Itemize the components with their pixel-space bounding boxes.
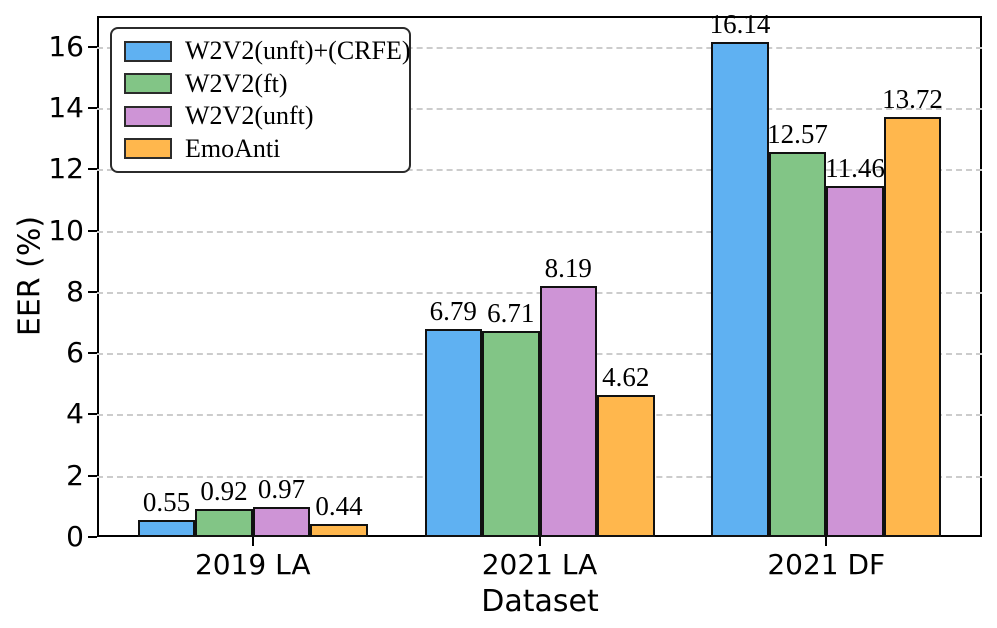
y-tick-label: 16: [48, 29, 84, 63]
bar-value-label: 16.14: [709, 9, 771, 40]
bar: [310, 523, 368, 537]
y-tick-mark: [88, 229, 97, 232]
gridline: [97, 107, 982, 110]
y-tick-label: 10: [48, 213, 84, 247]
legend-swatch: [124, 40, 172, 62]
bar: [768, 151, 827, 537]
bar-value-label: 0.92: [200, 475, 248, 506]
y-tick-mark: [88, 352, 97, 355]
y-tick-mark: [88, 168, 97, 171]
bar: [137, 520, 196, 537]
legend-swatch: [124, 138, 172, 160]
bar: [539, 286, 597, 537]
x-tick-mark: [538, 537, 541, 546]
y-tick-label: 12: [48, 152, 84, 186]
bar: [883, 116, 942, 537]
bar: [424, 328, 482, 537]
y-tick-label: 0: [66, 520, 84, 553]
y-tick-label: 2: [66, 458, 84, 492]
legend-label: EmoAnti: [185, 133, 281, 163]
x-tick-label: 2021 DF: [767, 548, 886, 581]
bar-value-label: 4.62: [602, 362, 650, 393]
bar-value-label: 6.71: [487, 298, 535, 329]
x-tick-mark: [825, 537, 828, 546]
legend-item: W2V2(unft): [124, 101, 397, 131]
y-tick-mark: [88, 413, 97, 416]
legend-item: EmoAnti: [124, 134, 397, 164]
legend-swatch: [124, 73, 172, 95]
bar: [597, 395, 655, 537]
gridline: [97, 230, 982, 233]
bar-value-label: 11.46: [825, 152, 885, 183]
bar: [482, 331, 540, 537]
legend-swatch: [124, 105, 172, 127]
bar-value-label: 0.55: [142, 487, 191, 518]
bar: [252, 507, 311, 537]
y-tick-label: 14: [48, 90, 84, 124]
y-tick-label: 4: [66, 397, 84, 431]
gridline: [97, 46, 982, 49]
y-tick-mark: [88, 106, 97, 109]
legend-label: W2V2(ft): [185, 68, 288, 98]
legend: W2V2(unft)+(CRFE) W2V2(ft) W2V2(unft) EmoAn…: [110, 27, 411, 173]
bar-value-label: 13.72: [882, 83, 943, 114]
y-tick-mark: [88, 536, 97, 538]
bar-value-label: 8.19: [544, 253, 592, 283]
legend-label: W2V2(unft): [185, 101, 314, 131]
bar-value-label: 12.57: [767, 118, 828, 149]
x-tick-label: 2021 LA: [481, 548, 598, 581]
y-tick-label: 6: [66, 336, 84, 370]
bar: [195, 508, 253, 537]
x-tick-mark: [251, 537, 254, 546]
bar-value-label: 0.44: [315, 490, 363, 521]
y-tick-mark: [88, 474, 97, 477]
bar-value-label: 6.79: [429, 295, 477, 326]
y-tick-mark: [88, 45, 97, 48]
legend-item: W2V2(unft)+(CRFE): [124, 36, 411, 66]
y-tick-label: 8: [66, 274, 84, 308]
y-tick-mark: [88, 290, 97, 293]
bar: [826, 185, 884, 537]
legend-item: W2V2(ft): [124, 69, 397, 99]
gridline: [97, 169, 982, 172]
x-axis-title: Dataset: [481, 584, 599, 619]
x-tick-label: 2019 LA: [194, 548, 311, 581]
bar: [711, 42, 769, 537]
legend-label: W2V2(unft)+(CRFE): [185, 36, 411, 66]
bar-value-label: 0.97: [257, 474, 306, 505]
